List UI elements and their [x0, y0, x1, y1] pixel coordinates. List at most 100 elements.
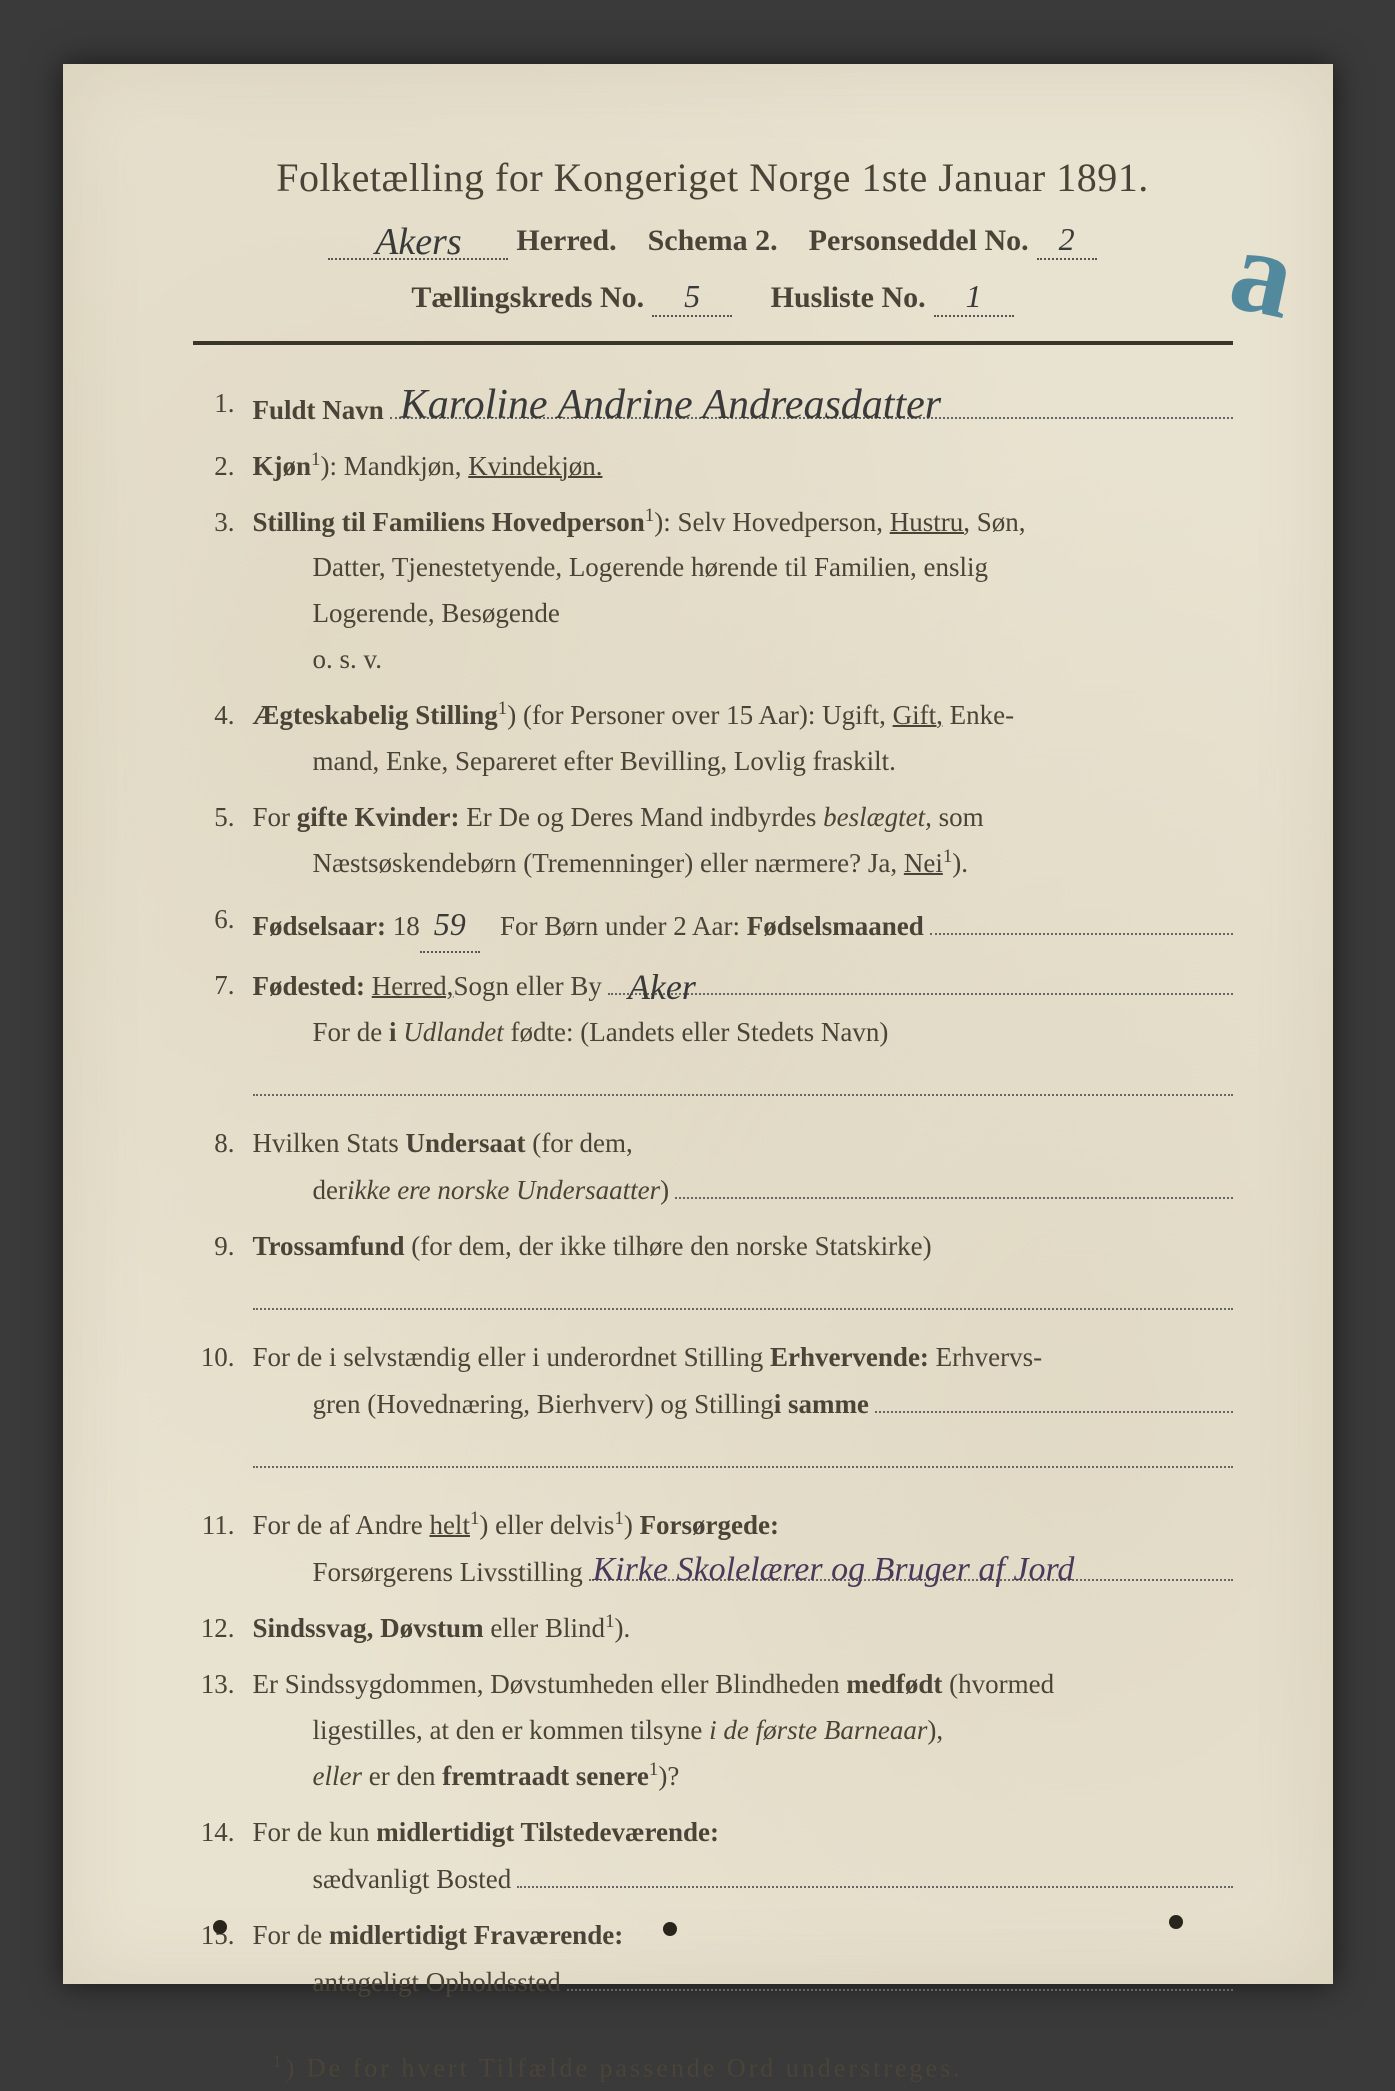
q3-l4: o. s. v.	[313, 637, 1233, 683]
q3-l1a: ): Selv Hovedperson,	[654, 507, 889, 537]
q7-label: Fødested:	[253, 964, 365, 1010]
q10-l1b: Erhvervende:	[770, 1342, 929, 1372]
q2-label: Kjøn	[253, 451, 312, 481]
q6-label2: Fødselsmaaned	[747, 904, 924, 950]
q4-row: 4. Ægteskabelig Stilling1) (for Personer…	[193, 693, 1233, 785]
q6-label: Fødselsaar:	[253, 904, 386, 950]
q7-l2b: i	[389, 1017, 397, 1047]
q1-value: Karoline Andrine Andreasdatter	[400, 389, 941, 423]
q11-l1a: For de af Andre	[253, 1510, 430, 1540]
q6-row: 6. Fødselsaar: 18 59 For Børn under 2 Aar…	[193, 897, 1233, 953]
q8-l2b: ikke ere norske Undersaatter	[347, 1168, 660, 1214]
q7-value: Aker	[628, 973, 696, 1002]
q9-blank-line	[253, 1280, 1233, 1310]
ink-spot-3	[1169, 1915, 1183, 1929]
q7-field: Aker	[608, 963, 1233, 995]
q7-num: 7.	[193, 963, 253, 1009]
q13-l2c: ),	[927, 1715, 943, 1745]
q11-l1c: Forsørgede:	[640, 1510, 779, 1540]
q15-l1b: midlertidigt Fraværende:	[329, 1920, 623, 1950]
q14-l2: sædvanligt Bosted	[313, 1857, 512, 1903]
q5-l2a: Næstsøskendebørn (Tremenninger) eller næ…	[313, 848, 904, 878]
q7-selected: Herred,	[372, 964, 454, 1010]
q15-field	[567, 1959, 1233, 1991]
q13-l3b: er den	[362, 1761, 442, 1791]
q13-l2b: i de første Barneaar	[709, 1715, 927, 1745]
q10-l2a: gren (Hovednæring, Bierhverv) og Stillin…	[313, 1382, 774, 1428]
q13-l3c: fremtraadt senere	[442, 1761, 649, 1791]
q6-year-prefix: 18	[393, 904, 420, 950]
q8-l1a: Hvilken Stats	[253, 1128, 406, 1158]
q6-mid: For Børn under 2 Aar:	[500, 904, 740, 950]
q5-l1d: beslægtet,	[823, 802, 932, 832]
q8-num: 8.	[193, 1121, 253, 1167]
q1-label: Fuldt Navn	[253, 388, 384, 434]
herred-label: Herred.	[516, 224, 616, 258]
q5-l1e: som	[932, 802, 984, 832]
footnote-text: ) De for hvert Tilfælde passende Ord und…	[286, 2054, 963, 2083]
q11-mid: ) eller	[479, 1510, 549, 1540]
tkreds-field: 5	[652, 278, 732, 317]
q13-l3d: )?	[658, 1761, 679, 1791]
q8-row: 8. Hvilken Stats Undersaat (for dem, der…	[193, 1121, 1233, 1214]
personseddel-field: 2	[1037, 221, 1097, 260]
q11-opt1: helt	[429, 1510, 470, 1540]
q13-l1a: Er Sindssygdommen, Døvstumheden eller Bl…	[253, 1669, 847, 1699]
personseddel-value: 2	[1059, 221, 1075, 257]
q11-sup1: 1	[470, 1508, 479, 1529]
q10-row: 10. For de i selvstændig eller i underor…	[193, 1335, 1233, 1483]
q7-blank-line	[253, 1066, 1233, 1096]
q4-num: 4.	[193, 693, 253, 739]
q3-label: Stilling til Familiens Hovedperson	[253, 507, 645, 537]
q14-l1b: midlertidigt Tilstedeværende:	[376, 1817, 719, 1847]
herred-field: Akers	[328, 223, 508, 260]
q13-l2a: ligestilles, at den er kommen tilsyne	[313, 1715, 710, 1745]
q11-l1b: )	[624, 1510, 640, 1540]
q10-l1c: Erhvervs-	[929, 1342, 1042, 1372]
q6-num: 6.	[193, 897, 253, 943]
q8-field	[675, 1167, 1232, 1199]
q3-sup: 1	[645, 505, 654, 526]
q1-field: Karoline Andrine Andreasdatter	[390, 381, 1233, 419]
q3-row: 3. Stilling til Familiens Hovedperson1):…	[193, 500, 1233, 684]
q6-year-value: 59	[434, 906, 466, 942]
q11-sup2: 1	[614, 1508, 623, 1529]
header-rule	[193, 341, 1233, 345]
q13-row: 13. Er Sindssygdommen, Døvstumheden elle…	[193, 1662, 1233, 1800]
q7-l2c: Udlandet	[397, 1017, 504, 1047]
header-block: Folketælling for Kongeriget Norge 1ste J…	[193, 154, 1233, 317]
q5-l1b: gifte Kvinder:	[297, 802, 460, 832]
q12-label: Sindssvag, Døvstum	[253, 1613, 484, 1643]
q5-l2b: ).	[952, 848, 968, 878]
q2-row: 2. Kjøn1): Mandkjøn, Kvindekjøn.	[193, 444, 1233, 490]
tkreds-value: 5	[684, 278, 700, 314]
q4-label: Ægteskabelig Stilling	[253, 700, 498, 730]
q3-l1b: Søn,	[970, 507, 1026, 537]
q9-num: 9.	[193, 1224, 253, 1270]
q13-sup: 1	[649, 1759, 658, 1780]
ink-spot-2	[663, 1922, 677, 1936]
schema-label: Schema 2.	[648, 224, 778, 258]
main-title: Folketælling for Kongeriget Norge 1ste J…	[193, 154, 1233, 201]
q1-num: 1.	[193, 381, 253, 427]
q11-num: 11.	[193, 1503, 253, 1549]
tkreds-label: Tællingskreds No.	[411, 281, 644, 315]
q13-num: 13.	[193, 1662, 253, 1708]
q10-field	[875, 1381, 1233, 1413]
q5-selected: Nei	[904, 848, 943, 878]
q10-num: 10.	[193, 1335, 253, 1381]
q9-label: Trossamfund	[253, 1231, 405, 1261]
q4-l1a: ) (for Personer over 15 Aar): Ugift,	[507, 700, 892, 730]
q10-l2b: i samme	[774, 1382, 869, 1428]
q13-l3a: eller	[313, 1761, 362, 1791]
q8-l2a: der	[313, 1168, 347, 1214]
q8-l1c: (for dem,	[526, 1128, 633, 1158]
q4-l1b: Enke-	[943, 700, 1014, 730]
q14-l1a: For de kun	[253, 1817, 377, 1847]
footnote: 1) De for hvert Tilfælde passende Ord un…	[193, 2046, 1233, 2091]
q8-l1b: Undersaat	[406, 1128, 526, 1158]
q12-end: ).	[615, 1613, 631, 1643]
q5-sup: 1	[943, 846, 952, 867]
q7-row: 7. Fødested: Herred, Sogn eller By Aker …	[193, 963, 1233, 1111]
q7-mid: Sogn eller By	[453, 964, 602, 1010]
